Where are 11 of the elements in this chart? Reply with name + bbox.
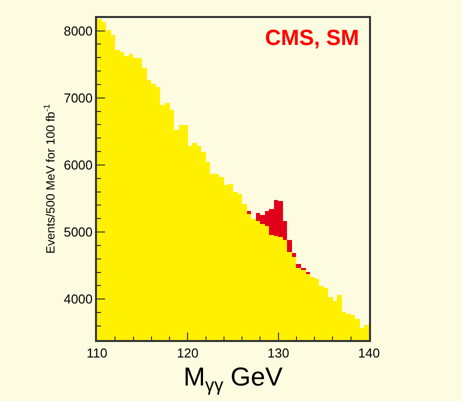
x-axis-title: M$_{γγ}$ GeV [183, 362, 284, 396]
y-tick-label: 5000 [64, 224, 93, 240]
y-tick-label: 6000 [64, 157, 93, 172]
y-tick-label: 4000 [64, 292, 93, 307]
y-tick-label: 8000 [64, 23, 93, 38]
chart-title: CMS, SM [265, 25, 360, 50]
x-tick-label: 130 [267, 345, 290, 360]
x-tick-label: 110 [86, 345, 108, 360]
x-tick-label: 120 [176, 345, 199, 360]
x-tick-label: 140 [358, 345, 380, 360]
y-tick-label: 7000 [64, 90, 93, 106]
